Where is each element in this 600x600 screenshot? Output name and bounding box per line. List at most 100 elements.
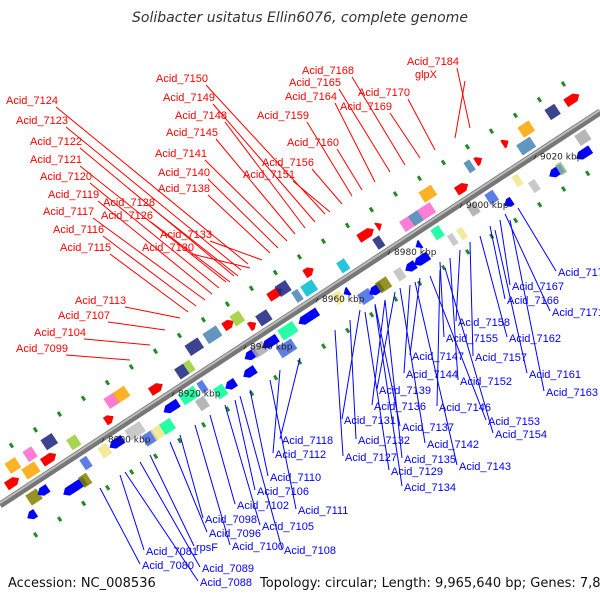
reverse-gene-label: Acid_7158 <box>458 317 510 329</box>
reverse-gene-block <box>277 320 299 341</box>
reverse-leader-line <box>429 275 487 421</box>
forward-gene-block <box>300 279 319 297</box>
forward-gene-block <box>174 363 190 380</box>
reverse-leader-line <box>414 281 458 466</box>
forward-gene-label: Acid_7151 <box>243 169 295 181</box>
reverse-leader-line <box>469 241 474 357</box>
forward-gene-block <box>183 359 196 374</box>
forward-gene-block <box>147 383 163 396</box>
forward-gene-block <box>372 235 386 250</box>
gc-marker <box>464 143 519 224</box>
reverse-leader-line <box>399 287 426 444</box>
forward-gene-block <box>544 103 561 121</box>
reverse-leader-line <box>374 303 401 427</box>
reverse-gene-label: rpsF <box>196 542 218 554</box>
reverse-leader-line <box>269 379 297 510</box>
reverse-gene-block <box>225 378 238 390</box>
reverse-gene-label: Acid_7161 <box>529 369 581 381</box>
forward-leader-line <box>338 88 391 173</box>
forward-leader-line <box>205 84 326 215</box>
reverse-gene-label: Acid_7134 <box>404 482 456 494</box>
reverse-leader-line <box>489 225 506 300</box>
genome-summary-text: Topology: circular; Length: 9,965,640 bp… <box>259 576 600 591</box>
reverse-gene-block <box>109 435 126 449</box>
reverse-gene-block <box>262 333 280 349</box>
reverse-leader-line <box>444 267 494 434</box>
forward-leader-line <box>109 253 189 313</box>
position-tick-mark <box>101 438 105 443</box>
genome-backbone <box>0 109 600 508</box>
reverse-leader-line <box>239 395 283 550</box>
forward-gene-label: Acid_7107 <box>58 310 110 322</box>
reverse-gene-label: Acid_7127 <box>345 452 397 464</box>
reverse-leader-line <box>384 299 403 459</box>
reverse-gene-label: Acid_7135 <box>404 454 456 466</box>
forward-leader-line <box>306 121 353 197</box>
reverse-leader-line <box>455 249 461 322</box>
reverse-leader-line <box>499 219 511 286</box>
reverse-gene-block <box>196 379 209 394</box>
forward-gene-label: Acid_7104 <box>34 327 86 339</box>
position-tick-label: 8920 kbp <box>178 389 221 399</box>
reverse-leader-line <box>439 261 445 338</box>
forward-gene-label: Acid_7130 <box>142 242 194 254</box>
forward-leader-line <box>311 168 343 205</box>
reverse-gene-label: Acid_7098 <box>205 514 257 526</box>
forward-gene-label: Acid_7122 <box>30 136 82 148</box>
reverse-gene-block <box>511 173 524 188</box>
reverse-leader-line <box>119 474 145 551</box>
gc-marker <box>224 301 279 381</box>
position-tick-mark <box>315 297 319 303</box>
reverse-gene-label: Acid_7106 <box>257 486 309 498</box>
accession-text: Accession: NC_008536 <box>8 576 156 591</box>
reverse-gene-label: Acid_7153 <box>488 416 540 428</box>
forward-leader-line <box>150 221 231 283</box>
reverse-leader-line <box>249 389 269 477</box>
forward-leader-line <box>204 159 288 242</box>
reverse-gene-block <box>430 225 445 241</box>
reverse-leader-line <box>349 319 357 440</box>
reverse-leader-line <box>99 487 141 565</box>
forward-gene-block <box>4 457 22 474</box>
forward-gene-block <box>274 279 292 298</box>
forward-gene-block <box>246 321 257 332</box>
forward-gene-label: Acid_7156 <box>262 157 314 169</box>
reverse-gene-label: Acid_7147 <box>412 351 464 363</box>
gc-marker <box>488 128 543 208</box>
gc-marker <box>416 175 471 255</box>
reverse-gene-label: Acid_7105 <box>262 521 314 533</box>
forward-gene-label: Acid_7126 <box>101 210 153 222</box>
reverse-leader-line <box>179 434 204 519</box>
position-tick-mark <box>171 392 175 397</box>
reverse-gene-block <box>124 420 146 441</box>
forward-gene-block <box>563 93 580 108</box>
gc-marker <box>104 379 159 460</box>
reverse-gene-label: Acid_7155 <box>446 333 498 345</box>
forward-gene-block <box>66 434 82 451</box>
reverse-gene-label: Acid_7110 <box>270 472 321 484</box>
forward-gene-label: Acid_7184 <box>407 56 459 68</box>
reverse-gene-block <box>504 196 515 207</box>
forward-leader-line <box>212 103 316 223</box>
forward-gene-label: Acid_7141 <box>155 148 207 160</box>
forward-leader-line <box>89 182 220 289</box>
reverse-gene-label: Acid_7088 <box>200 577 252 589</box>
reverse-gene-block <box>194 395 210 412</box>
forward-gene-label: Acid_7120 <box>40 171 92 183</box>
forward-gene-block <box>517 120 536 138</box>
reverse-leader-line <box>279 357 301 440</box>
gc-marker <box>32 426 87 507</box>
forward-gene-block <box>255 309 273 327</box>
reverse-gene-block <box>446 232 459 247</box>
reverse-gene-block <box>484 189 500 206</box>
reverse-gene-label: Acid_7157 <box>475 352 527 364</box>
reverse-leader-line <box>124 471 199 582</box>
reverse-gene-block <box>574 129 592 147</box>
forward-gene-label: Acid_7149 <box>163 92 215 104</box>
forward-leader-line <box>454 80 466 139</box>
gc-marker <box>33 531 39 538</box>
reverse-gene-label: Acid_7166 <box>507 295 559 307</box>
reverse-gene-label: Acid_7143 <box>459 461 511 473</box>
reverse-gene-label: Acid_7081 <box>146 546 198 558</box>
